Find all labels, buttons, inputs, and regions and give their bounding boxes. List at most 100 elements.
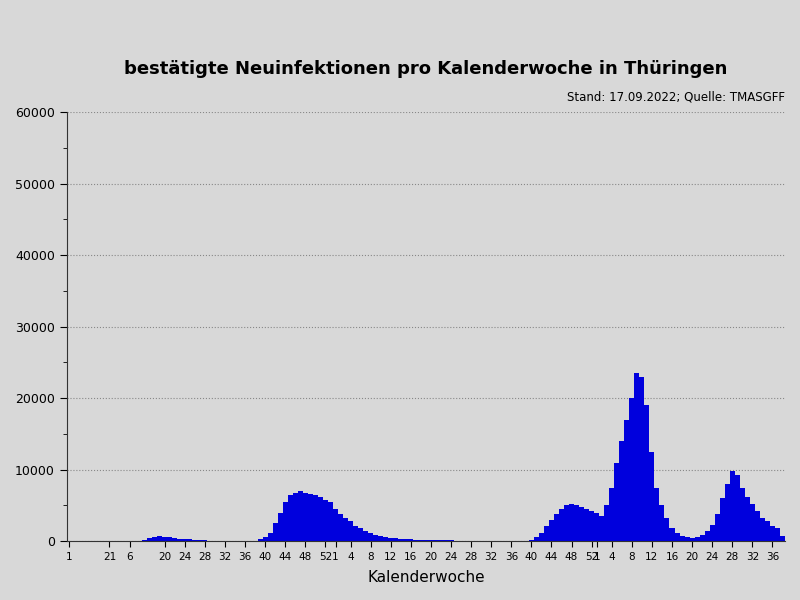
- Bar: [403, 539, 408, 541]
- Bar: [639, 377, 644, 541]
- Bar: [293, 493, 298, 541]
- Bar: [262, 538, 268, 541]
- Bar: [599, 516, 604, 541]
- Bar: [730, 471, 734, 541]
- Bar: [282, 502, 288, 541]
- Bar: [694, 538, 700, 541]
- Bar: [258, 539, 262, 541]
- Bar: [178, 539, 182, 541]
- Bar: [158, 536, 162, 541]
- Bar: [414, 539, 418, 541]
- Bar: [318, 497, 323, 541]
- Bar: [147, 538, 152, 541]
- Bar: [534, 537, 539, 541]
- Bar: [182, 539, 187, 541]
- Bar: [398, 539, 403, 541]
- Bar: [554, 514, 559, 541]
- Bar: [619, 441, 624, 541]
- Bar: [579, 507, 584, 541]
- Bar: [338, 514, 343, 541]
- Bar: [358, 529, 363, 541]
- Bar: [765, 521, 770, 541]
- Bar: [634, 373, 639, 541]
- Bar: [348, 521, 353, 541]
- Bar: [720, 499, 725, 541]
- Bar: [594, 512, 599, 541]
- Bar: [734, 475, 740, 541]
- X-axis label: Kalenderwoche: Kalenderwoche: [367, 570, 485, 585]
- Bar: [549, 520, 554, 541]
- Bar: [394, 538, 398, 541]
- Bar: [388, 538, 394, 541]
- Bar: [770, 526, 775, 541]
- Bar: [343, 518, 348, 541]
- Bar: [644, 406, 650, 541]
- Bar: [363, 531, 368, 541]
- Bar: [725, 484, 730, 541]
- Bar: [273, 523, 278, 541]
- Bar: [529, 540, 534, 541]
- Bar: [192, 540, 198, 541]
- Bar: [152, 537, 158, 541]
- Bar: [624, 419, 630, 541]
- Bar: [368, 533, 373, 541]
- Bar: [383, 537, 388, 541]
- Bar: [323, 500, 328, 541]
- Bar: [418, 540, 423, 541]
- Bar: [544, 526, 549, 541]
- Bar: [755, 511, 760, 541]
- Bar: [162, 536, 167, 541]
- Bar: [710, 525, 714, 541]
- Bar: [559, 509, 564, 541]
- Bar: [564, 505, 569, 541]
- Bar: [674, 533, 679, 541]
- Text: bestätigte Neuinfektionen pro Kalenderwoche in Thüringen: bestätigte Neuinfektionen pro Kalenderwo…: [124, 59, 727, 77]
- Bar: [690, 538, 694, 541]
- Bar: [584, 509, 589, 541]
- Bar: [198, 540, 202, 541]
- Bar: [574, 505, 579, 541]
- Bar: [700, 535, 705, 541]
- Bar: [333, 509, 338, 541]
- Bar: [373, 535, 378, 541]
- Bar: [423, 540, 429, 541]
- Bar: [434, 540, 438, 541]
- Bar: [665, 518, 670, 541]
- Bar: [308, 494, 313, 541]
- Bar: [650, 452, 654, 541]
- Bar: [298, 491, 303, 541]
- Bar: [408, 539, 414, 541]
- Bar: [187, 539, 192, 541]
- Bar: [679, 536, 685, 541]
- Bar: [288, 495, 293, 541]
- Bar: [745, 497, 750, 541]
- Bar: [539, 533, 544, 541]
- Bar: [328, 502, 333, 541]
- Bar: [142, 540, 147, 541]
- Bar: [353, 526, 358, 541]
- Bar: [604, 505, 610, 541]
- Bar: [780, 536, 785, 541]
- Bar: [278, 512, 282, 541]
- Bar: [378, 536, 383, 541]
- Bar: [740, 488, 745, 541]
- Bar: [313, 495, 318, 541]
- Bar: [714, 514, 720, 541]
- Bar: [750, 504, 755, 541]
- Bar: [569, 504, 574, 541]
- Bar: [610, 488, 614, 541]
- Bar: [167, 538, 172, 541]
- Bar: [614, 463, 619, 541]
- Bar: [630, 398, 634, 541]
- Bar: [659, 505, 665, 541]
- Bar: [268, 533, 273, 541]
- Bar: [589, 511, 594, 541]
- Bar: [303, 493, 308, 541]
- Bar: [775, 529, 780, 541]
- Bar: [172, 538, 178, 541]
- Bar: [654, 488, 659, 541]
- Bar: [760, 518, 765, 541]
- Bar: [670, 529, 674, 541]
- Bar: [705, 531, 710, 541]
- Text: Stand: 17.09.2022; Quelle: TMASGFF: Stand: 17.09.2022; Quelle: TMASGFF: [567, 91, 785, 103]
